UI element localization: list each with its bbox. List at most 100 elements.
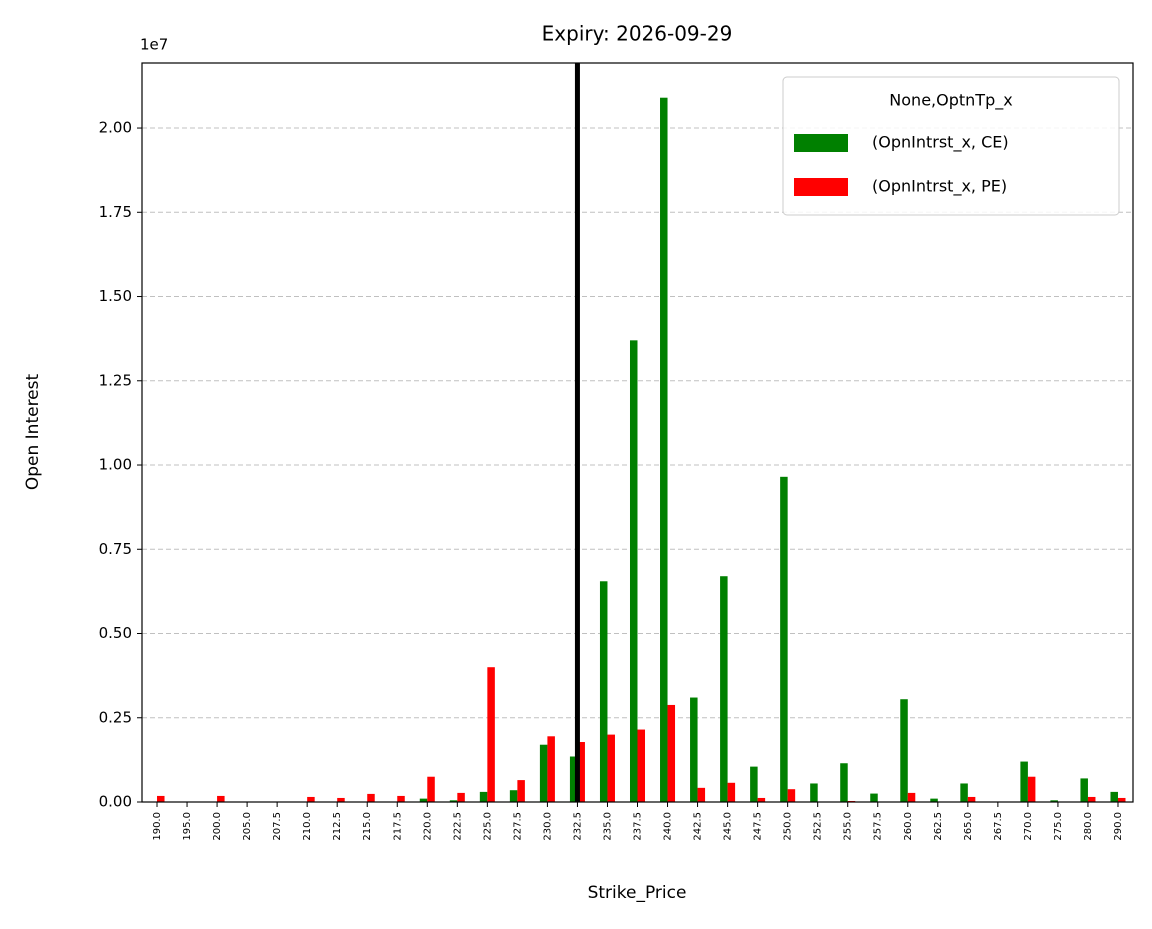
y-tick-label: 2.00 xyxy=(99,119,132,137)
y-tick-label: 1.25 xyxy=(99,371,132,389)
bar xyxy=(419,798,428,802)
bar xyxy=(449,800,458,802)
bar xyxy=(907,792,916,802)
bar xyxy=(900,699,908,802)
x-tick-label: 227.5 xyxy=(512,812,523,841)
bar xyxy=(1080,778,1088,802)
x-tick-label: 250.0 xyxy=(783,812,794,841)
x-tick-label: 262.5 xyxy=(933,812,944,841)
bar xyxy=(1050,800,1058,802)
bar xyxy=(810,783,818,802)
bar xyxy=(427,776,435,802)
y-tick-label: 1.50 xyxy=(99,287,132,305)
bar xyxy=(547,736,555,802)
x-tick-label: 267.5 xyxy=(993,812,1004,841)
bar xyxy=(539,744,548,802)
x-tick-label: 237.5 xyxy=(633,812,644,841)
x-tick-label: 215.0 xyxy=(362,812,373,841)
x-tick-label: 242.5 xyxy=(693,812,704,841)
bar xyxy=(577,742,585,802)
bar xyxy=(690,697,698,802)
legend-box xyxy=(782,76,1120,216)
y-tick-label: 0.75 xyxy=(99,540,132,558)
y-tick-label: 0.00 xyxy=(99,793,132,811)
bar xyxy=(697,787,706,802)
chart-title: Expiry: 2026-09-29 xyxy=(542,22,733,46)
bar xyxy=(667,704,676,802)
x-tick-label: 257.5 xyxy=(873,812,884,841)
bar xyxy=(637,729,646,802)
bar xyxy=(397,795,405,802)
bar xyxy=(1020,761,1028,802)
x-tick-label: 190.0 xyxy=(152,812,163,841)
bar xyxy=(629,340,638,802)
y-tick-label: 0.50 xyxy=(99,624,132,642)
bar xyxy=(217,795,225,802)
bar xyxy=(1027,776,1036,802)
bar xyxy=(599,581,608,802)
bar xyxy=(479,791,488,802)
y-axis-label: Open Interest xyxy=(23,374,43,491)
y-tick-label: 1.75 xyxy=(99,203,132,221)
bar xyxy=(727,782,736,802)
legend-swatch xyxy=(794,134,848,152)
y-tick-label: 0.25 xyxy=(99,708,132,726)
bar xyxy=(720,576,728,802)
x-tick-label: 235.0 xyxy=(602,812,613,841)
x-tick-label: 220.0 xyxy=(422,812,433,841)
y-tick-label: 1.00 xyxy=(99,456,132,474)
bar xyxy=(870,793,878,802)
bar xyxy=(840,763,848,802)
bar xyxy=(960,783,968,802)
x-tick-label: 265.0 xyxy=(963,812,974,841)
x-tick-label: 280.0 xyxy=(1083,812,1094,841)
bar xyxy=(457,792,465,802)
bar xyxy=(930,798,938,802)
bar xyxy=(337,797,345,802)
x-tick-label: 232.5 xyxy=(572,812,583,841)
x-tick-label: 255.0 xyxy=(843,812,854,841)
x-tick-label: 210.0 xyxy=(302,812,313,841)
bar xyxy=(750,766,758,802)
legend-swatch xyxy=(794,178,848,196)
plot-frame xyxy=(141,62,1134,803)
x-tick-label: 247.5 xyxy=(753,812,764,841)
legend-title: None,OptnTp_x xyxy=(889,91,1012,111)
x-tick-label: 207.5 xyxy=(272,812,283,841)
bar xyxy=(509,790,518,802)
bar xyxy=(787,789,796,802)
bar xyxy=(757,797,766,802)
x-tick-label: 217.5 xyxy=(392,812,403,841)
x-tick-label: 260.0 xyxy=(903,812,914,841)
legend-label: (OpnIntrst_x, PE) xyxy=(872,177,1007,197)
x-tick-label: 275.0 xyxy=(1053,812,1064,841)
x-tick-label: 270.0 xyxy=(1023,812,1034,841)
x-tick-label: 212.5 xyxy=(332,812,343,841)
bar xyxy=(1117,797,1126,802)
bar xyxy=(367,793,375,802)
x-axis-label: Strike_Price xyxy=(588,883,687,903)
bar xyxy=(1110,791,1118,802)
x-tick-label: 225.0 xyxy=(482,812,493,841)
x-tick-label: 222.5 xyxy=(452,812,463,841)
bar xyxy=(660,97,668,802)
x-tick-label: 290.0 xyxy=(1113,812,1124,841)
bar xyxy=(1087,796,1096,802)
x-tick-label: 252.5 xyxy=(813,812,824,841)
bar xyxy=(780,476,788,802)
bar xyxy=(967,796,976,802)
legend-label: (OpnIntrst_x, CE) xyxy=(872,133,1009,153)
bar xyxy=(607,734,615,802)
x-tick-label: 245.0 xyxy=(723,812,734,841)
x-tick-label: 195.0 xyxy=(182,812,193,841)
bar xyxy=(307,796,315,802)
bar xyxy=(487,667,495,802)
x-tick-label: 240.0 xyxy=(663,812,674,841)
bar xyxy=(569,756,578,802)
x-tick-label: 205.0 xyxy=(242,812,253,841)
x-tick-label: 230.0 xyxy=(542,812,553,841)
y-offset-label: 1e7 xyxy=(140,36,168,54)
x-tick-label: 200.0 xyxy=(212,812,223,841)
